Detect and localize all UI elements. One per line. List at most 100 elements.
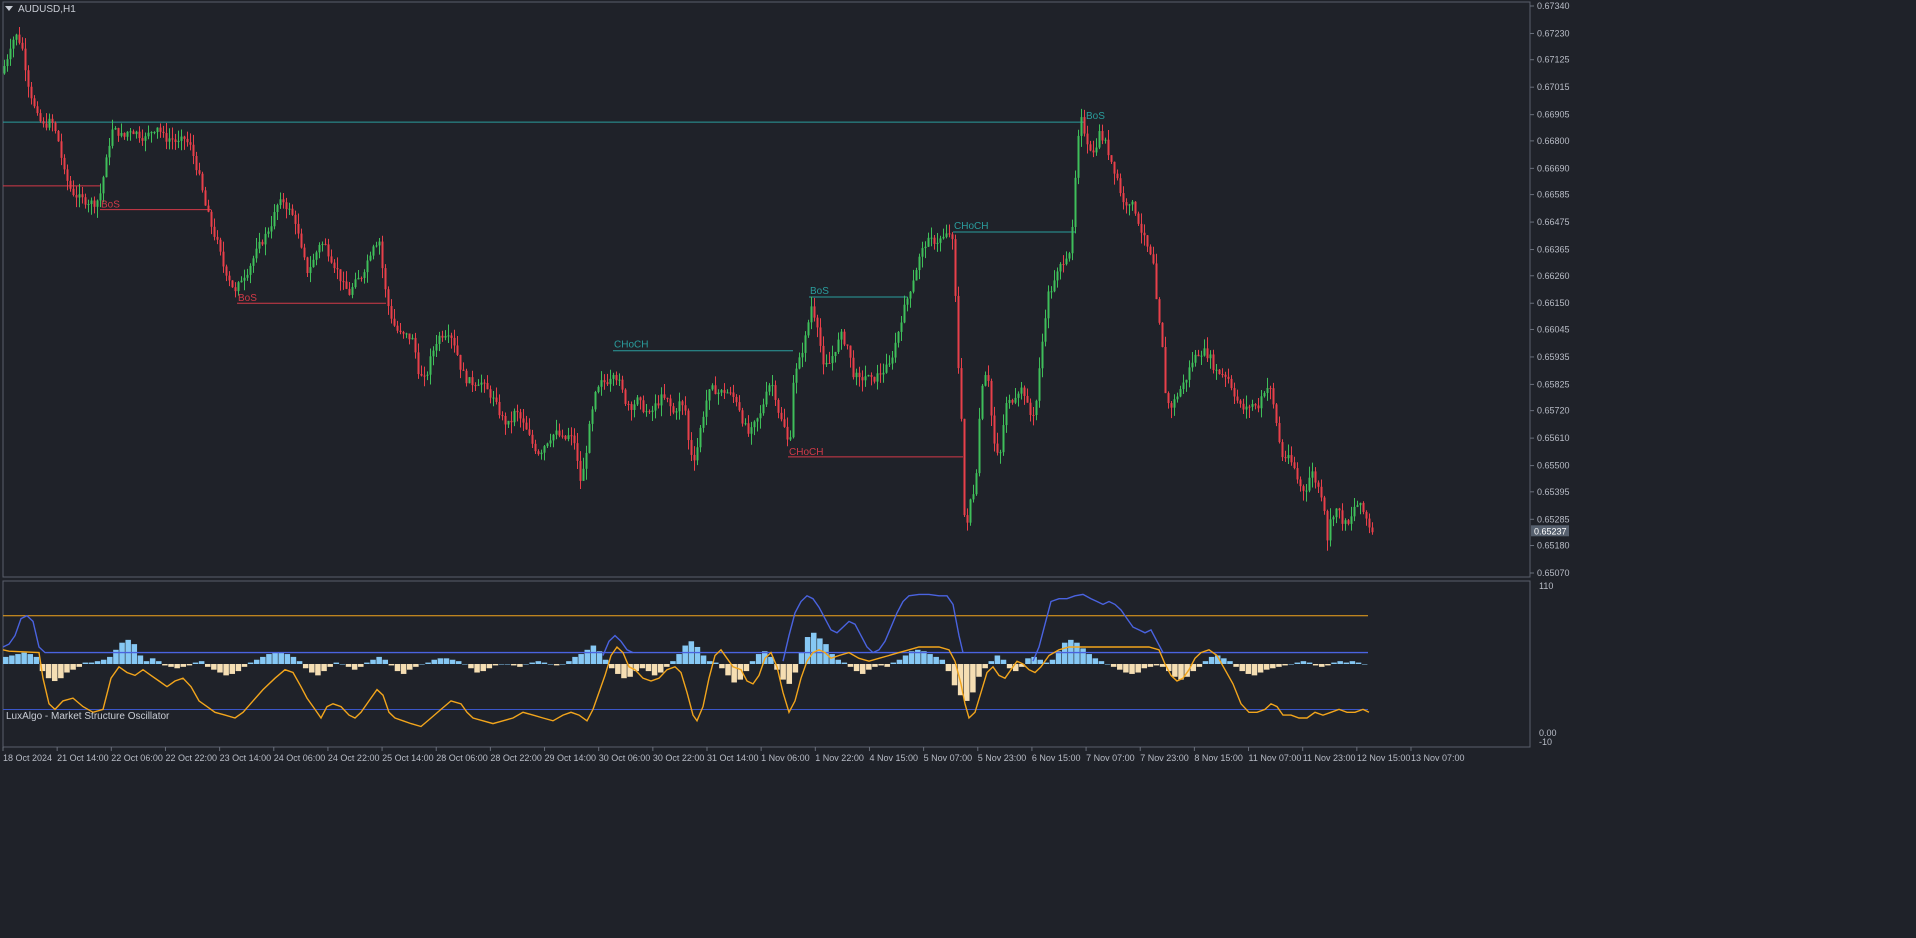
histogram-bar-negative	[1006, 664, 1013, 669]
bear-candle	[408, 333, 411, 340]
histogram-bar-negative	[976, 664, 982, 677]
bull-candle	[867, 375, 870, 377]
bull-candle	[750, 427, 753, 434]
bear-candle	[1284, 457, 1287, 459]
bull-candle	[477, 384, 480, 386]
bull-candle	[885, 364, 888, 373]
bear-candle	[1362, 502, 1365, 512]
time-axis: 18 Oct 2024 21 Oct 14:00 22 Oct 06:00 22 Oc…	[2, 747, 1465, 763]
histogram-bar-positive	[829, 654, 835, 664]
bull-candle	[753, 421, 756, 428]
bull-candle	[468, 377, 471, 384]
bear-candle	[1011, 400, 1014, 403]
bull-candle	[1077, 135, 1080, 178]
bear-candle	[738, 402, 741, 411]
histogram-bar-negative	[957, 664, 964, 696]
bear-candle	[861, 377, 864, 381]
histogram-bar-negative	[982, 664, 988, 669]
price-tick-label: 0.66800	[1537, 136, 1570, 146]
bull-candle	[447, 335, 450, 337]
histogram-bar-negative	[1319, 664, 1325, 667]
oscillator-line-blue_mid	[602, 634, 634, 656]
histogram-bar-positive	[1104, 664, 1111, 665]
histogram-bar-negative	[486, 664, 493, 669]
histogram-bar-negative	[45, 664, 52, 679]
price-candles[interactable]	[3, 27, 1374, 551]
bull-candle	[897, 331, 900, 343]
bear-candle	[297, 223, 300, 234]
time-tick-label: 22 Oct 06:00	[111, 753, 163, 763]
histogram-bar-positive	[817, 638, 823, 664]
symbol-dropdown-icon[interactable]	[5, 6, 13, 11]
bear-candle	[1257, 405, 1260, 409]
bear-candle	[1125, 202, 1128, 206]
histogram-bar-positive	[247, 662, 254, 664]
bull-candle	[807, 322, 810, 336]
histogram-bar-negative	[1166, 664, 1172, 672]
bull-candle	[6, 59, 9, 67]
bull-candle	[1266, 388, 1269, 393]
bull-candle	[972, 494, 975, 500]
bear-candle	[1101, 131, 1104, 141]
bear-candle	[1197, 354, 1200, 357]
bull-candle	[102, 177, 105, 194]
histogram-bar-positive	[1092, 658, 1099, 664]
bull-candle	[981, 385, 984, 419]
histogram-bar-negative	[1110, 664, 1117, 667]
bull-candle	[1008, 400, 1011, 404]
histogram-bar-negative	[884, 664, 890, 667]
bull-candle	[129, 131, 132, 133]
histogram-bar-positive	[1074, 642, 1080, 664]
histogram-bar-positive	[535, 661, 542, 664]
bull-candle	[249, 265, 252, 275]
price-tick-label: 0.65500	[1537, 461, 1570, 471]
bear-candle	[963, 418, 966, 516]
time-tick-label: 28 Oct 22:00	[490, 753, 542, 763]
histogram-bar-negative	[1325, 664, 1331, 666]
histogram-bar-positive	[841, 662, 848, 664]
histogram-bar-negative	[204, 664, 211, 667]
bull-candle	[894, 342, 897, 358]
bear-candle	[333, 262, 336, 269]
bull-candle	[798, 357, 801, 369]
histogram-bar-positive	[296, 661, 303, 664]
bull-candle	[1041, 341, 1044, 369]
bull-candle	[1002, 425, 1005, 453]
bull-candle	[99, 193, 102, 201]
histogram-bar-negative	[327, 664, 333, 667]
bear-candle	[210, 211, 213, 227]
bull-candle	[699, 427, 702, 448]
histogram-bar-positive	[3, 656, 9, 664]
bear-candle	[348, 288, 351, 295]
bear-candle	[504, 415, 507, 425]
bear-candle	[777, 399, 780, 413]
bull-candle	[678, 401, 681, 412]
symbol-title[interactable]: AUDUSD,H1	[18, 4, 76, 15]
histogram-bar-negative	[76, 664, 82, 667]
bull-candle	[594, 391, 597, 410]
price-tick-label: 0.66690	[1537, 163, 1570, 173]
histogram-bar-positive	[1049, 659, 1056, 664]
bull-candle	[717, 392, 720, 395]
bear-candle	[639, 397, 642, 401]
bear-candle	[519, 412, 522, 419]
bull-candle	[810, 306, 813, 323]
histogram-bar-negative	[1153, 664, 1160, 666]
bear-candle	[36, 106, 39, 114]
bear-candle	[327, 244, 330, 257]
bear-candle	[1143, 232, 1146, 236]
histogram-bar-negative	[474, 664, 480, 673]
bear-candle	[294, 214, 297, 224]
histogram-bar-positive	[902, 655, 909, 664]
bear-candle	[1224, 374, 1227, 377]
bear-candle	[1293, 462, 1296, 469]
bear-candle	[1272, 388, 1275, 405]
histogram-bar-negative	[351, 664, 358, 670]
bear-candle	[681, 401, 684, 406]
bull-candle	[150, 132, 153, 134]
bull-candle	[546, 443, 549, 447]
histogram-bar-positive	[15, 654, 21, 664]
histogram-bar-positive	[192, 662, 199, 664]
histogram-bar-negative	[853, 664, 860, 672]
histogram-bar-positive	[1361, 664, 1368, 665]
